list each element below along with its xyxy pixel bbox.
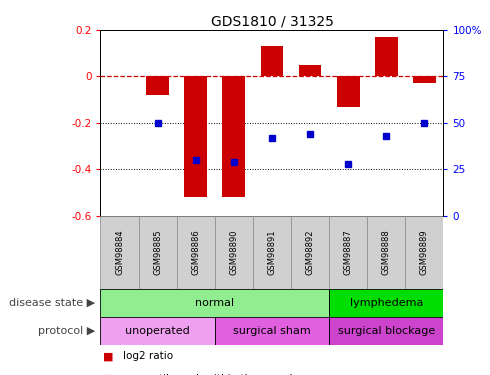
Text: GSM98891: GSM98891 (268, 230, 276, 275)
Bar (222, 76, 245, 197)
Bar (253, 216, 291, 289)
Bar (337, 76, 360, 106)
Bar (100, 289, 329, 317)
Text: GSM98892: GSM98892 (306, 230, 315, 275)
Text: protocol ▶: protocol ▶ (38, 326, 96, 336)
Text: GSM98889: GSM98889 (420, 230, 429, 275)
Text: lymphedema: lymphedema (349, 298, 423, 308)
Bar (413, 76, 436, 83)
Text: log2 ratio: log2 ratio (122, 351, 172, 361)
Bar (146, 76, 169, 95)
Bar (329, 289, 443, 317)
Bar (215, 216, 253, 289)
Text: percentile rank within the sample: percentile rank within the sample (122, 374, 298, 375)
Text: ■: ■ (103, 374, 113, 375)
Text: GSM98890: GSM98890 (229, 230, 238, 275)
Text: GSM98888: GSM98888 (382, 229, 391, 275)
Text: disease state ▶: disease state ▶ (9, 298, 96, 308)
Bar (177, 216, 215, 289)
Bar (291, 216, 329, 289)
Text: surgical sham: surgical sham (233, 326, 311, 336)
Bar (405, 216, 443, 289)
Text: unoperated: unoperated (125, 326, 190, 336)
Text: surgical blockage: surgical blockage (338, 326, 435, 336)
Text: GSM98886: GSM98886 (191, 229, 200, 275)
Text: GSM98885: GSM98885 (153, 230, 162, 275)
Text: normal: normal (195, 298, 234, 308)
Title: GDS1810 / 31325: GDS1810 / 31325 (211, 15, 333, 29)
Bar (215, 317, 329, 345)
Text: ■: ■ (103, 351, 113, 361)
Bar (329, 216, 367, 289)
Bar (100, 317, 215, 345)
Bar (329, 317, 443, 345)
Bar (184, 76, 207, 197)
Bar (375, 37, 398, 76)
Bar (298, 65, 321, 76)
Text: GSM98887: GSM98887 (343, 229, 353, 275)
Text: GSM98884: GSM98884 (115, 230, 124, 275)
Bar (100, 216, 139, 289)
Bar (367, 216, 405, 289)
Bar (139, 216, 177, 289)
Bar (261, 46, 283, 76)
